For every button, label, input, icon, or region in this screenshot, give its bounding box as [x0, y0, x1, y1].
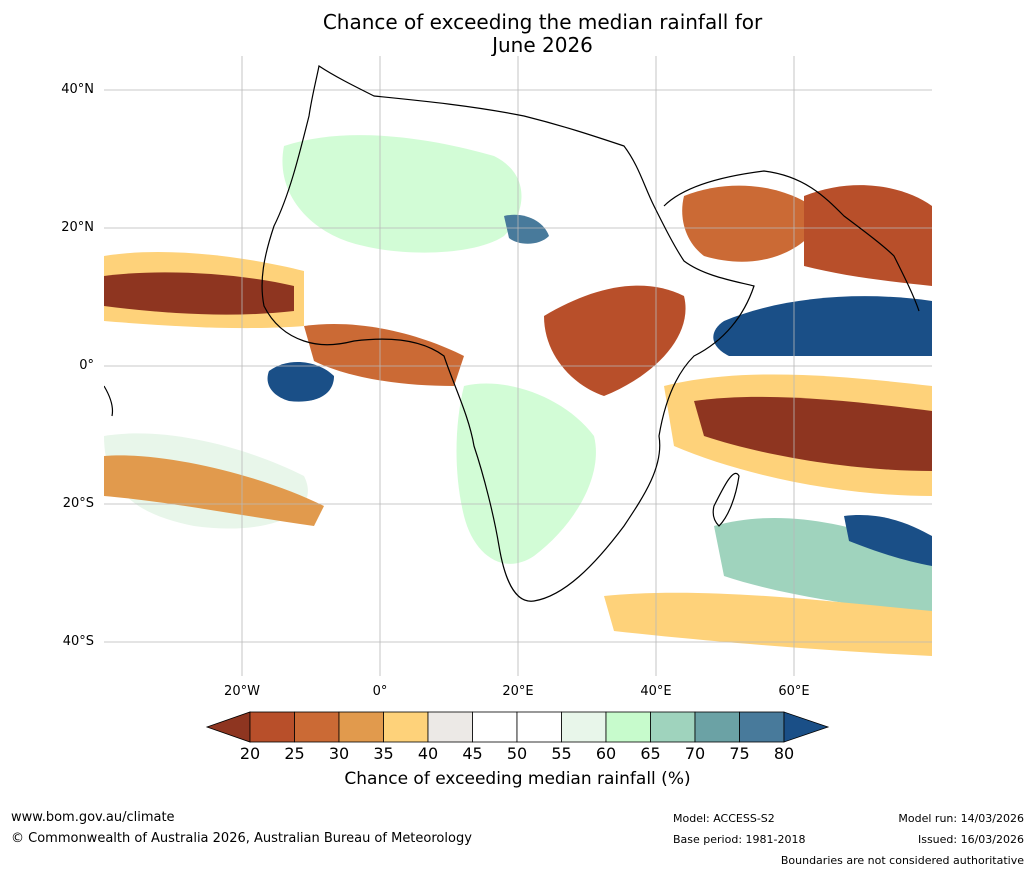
map-title-line2: June 2026	[492, 33, 593, 57]
colorbar-tick-label: 50	[506, 744, 528, 763]
colorbar	[205, 711, 830, 743]
dry-band-southern-ocean	[604, 592, 932, 656]
lat-label-20n: 20°N	[61, 220, 94, 235]
colorbar-extend-low	[205, 711, 251, 743]
lon-label-0: 0°	[372, 684, 388, 699]
lat-label-0: 0°	[79, 358, 94, 373]
lat-label-40n: 40°N	[61, 82, 94, 97]
lat-label-20s: 20°S	[62, 496, 94, 511]
lon-label-40e: 40°E	[640, 684, 672, 699]
footer-copyright: © Commonwealth of Australia 2026, Austra…	[11, 831, 472, 846]
dry-band-atlantic-north-core	[104, 272, 294, 315]
colorbar-segment	[516, 711, 562, 743]
rainfall-probability-map	[104, 56, 932, 676]
colorbar-segment	[249, 711, 295, 743]
wet-patch-southeast-ocean	[844, 515, 932, 566]
lon-label-20w: 20°W	[224, 684, 260, 699]
colorbar-tick-label: 55	[551, 744, 572, 763]
colorbar-tick-label: 70	[684, 744, 706, 763]
colorbar-tick-label: 35	[373, 744, 394, 763]
colorbar-tick-label: 75	[729, 744, 750, 763]
coastlines	[104, 65, 920, 602]
graticule	[104, 56, 932, 676]
map-canvas	[104, 56, 932, 676]
footer-model-run: Model run: 14/03/2026	[898, 812, 1024, 825]
lat-label-40s: 40°S	[62, 634, 94, 649]
colorbar-tick-label: 30	[328, 744, 350, 763]
dry-band-gulf-guinea	[304, 324, 464, 386]
colorbar-segment	[338, 711, 384, 743]
footer-base-period: Base period: 1981-2018	[673, 833, 806, 846]
colorbar-segment	[650, 711, 696, 743]
dry-band-india	[804, 185, 932, 286]
colorbar-segment	[561, 711, 607, 743]
colorbar-tick-label: 60	[595, 744, 617, 763]
map-title-line1: Chance of exceeding the median rainfall …	[322, 10, 763, 34]
dry-band-arabia	[682, 185, 824, 262]
dry-band-south-indian-core	[694, 396, 932, 471]
colorbar-tick-label: 80	[773, 744, 795, 763]
colorbar-segment	[739, 711, 785, 743]
colorbar-label: Chance of exceeding median rainfall (%)	[344, 769, 691, 789]
footer-disclaimer: Boundaries are not considered authoritat…	[780, 854, 1024, 867]
wet-patch-sahel	[504, 214, 549, 244]
lon-label-60e: 60°E	[778, 684, 810, 699]
colorbar-tick-label: 65	[640, 744, 661, 763]
wet-region-north-africa	[282, 135, 522, 253]
colorbar-tick-label: 45	[462, 744, 483, 763]
colorbar-segment	[472, 711, 518, 743]
colorbar-segment	[383, 711, 429, 743]
dry-band-east-africa	[544, 285, 686, 396]
colorbar-segment	[605, 711, 651, 743]
colorbar-segment	[427, 711, 473, 743]
colorbar-segment	[294, 711, 340, 743]
colorbar-tick-label: 25	[284, 744, 305, 763]
footer-issued: Issued: 16/03/2026	[917, 833, 1024, 846]
colorbar-segment	[694, 711, 740, 743]
colorbar-tick-label: 40	[417, 744, 439, 763]
lon-label-20e: 20°E	[502, 684, 534, 699]
wet-patch-indian-ocean	[713, 296, 932, 356]
colorbar-extend-high	[783, 711, 830, 743]
colorbar-tick-label: 20	[239, 744, 261, 763]
wet-region-congo	[456, 383, 596, 564]
footer-url[interactable]: www.bom.gov.au/climate	[11, 810, 175, 825]
dry-band-south-atlantic	[104, 455, 324, 526]
wet-patch-atlantic	[267, 361, 334, 402]
footer-model: Model: ACCESS-S2	[673, 812, 775, 825]
